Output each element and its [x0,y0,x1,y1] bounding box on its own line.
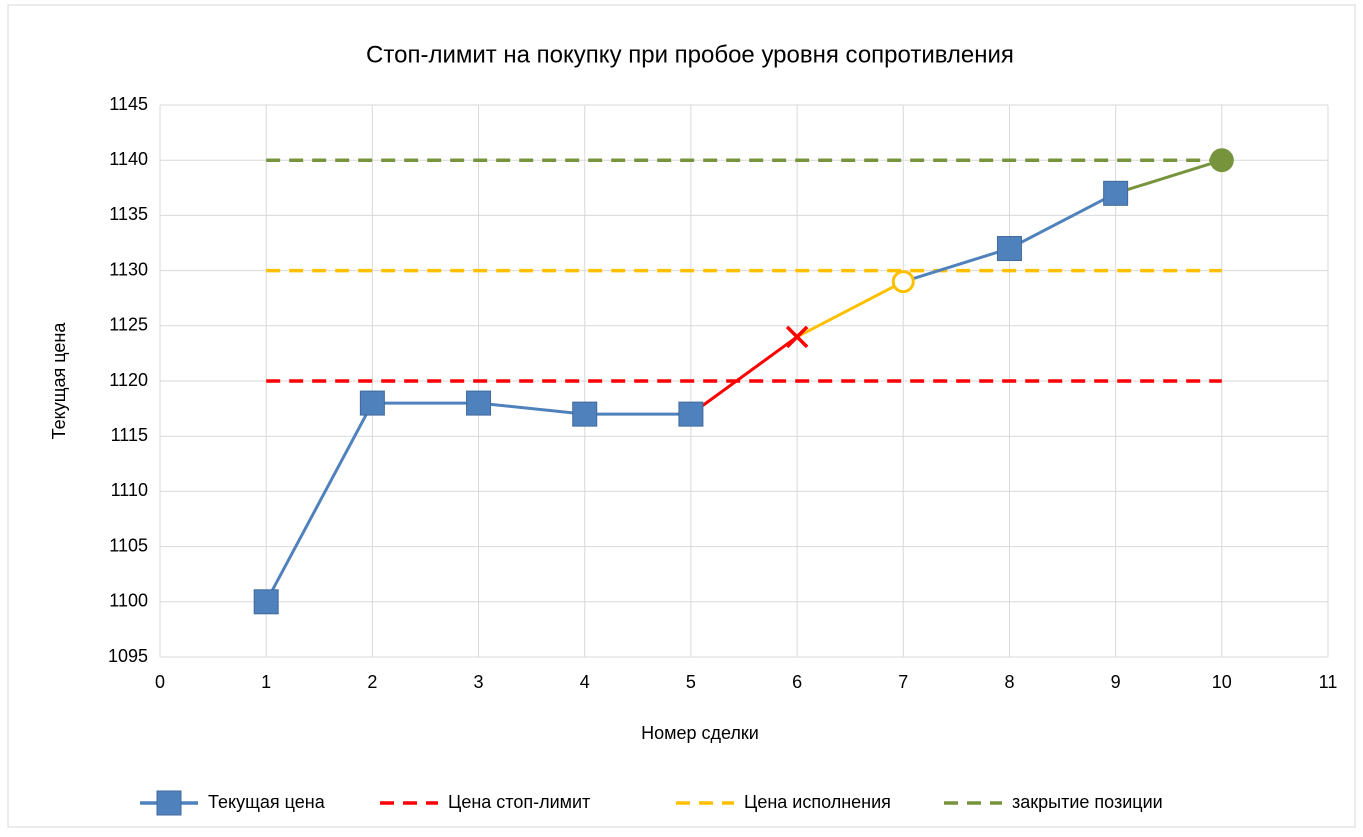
line-segment [1008,191,1117,250]
marker [466,390,492,416]
legend-label: Текущая цена [208,792,326,812]
x-tick-label: 8 [1004,672,1014,692]
x-tick-label: 11 [1319,672,1338,692]
y-tick-label: 1145 [109,94,148,114]
marker [1103,180,1129,206]
line-segment [264,402,374,603]
x-tick-label: 7 [898,672,908,692]
x-tick-label: 9 [1111,672,1121,692]
marker [156,790,182,816]
marker [572,401,598,427]
y-tick-label: 1130 [109,259,148,279]
y-tick-label: 1110 [111,480,148,500]
marker [678,401,704,427]
marker [996,236,1022,262]
line-segment [478,401,585,416]
y-tick-label: 1095 [108,646,148,666]
x-tick-label: 1 [261,672,271,692]
y-tick-label: 1125 [109,315,148,335]
legend-label: Цена стоп-лимит [448,792,590,812]
marker [891,270,915,294]
y-tick-label: 1105 [109,535,148,555]
marker [253,589,279,615]
y-tick-label: 1120 [109,370,148,390]
y-tick-label: 1140 [109,149,148,169]
legend-label: закрытие позиции [1012,792,1163,812]
y-tick-label: 1100 [109,591,148,611]
legend-label: Цена исполнения [744,792,891,812]
y-tick-label: 1115 [111,425,148,445]
x-tick-label: 10 [1212,672,1232,692]
x-tick-label: 2 [367,672,377,692]
x-axis-label: Номер сделки [641,723,759,743]
x-tick-label: 0 [155,672,165,692]
y-axis-label: Текущая цена [49,322,69,440]
chart-title: Стоп-лимит на покупку при пробое уровня … [366,41,1014,68]
x-tick-label: 6 [792,672,802,692]
marker [359,390,385,416]
x-tick-label: 4 [580,672,590,692]
x-tick-label: 3 [474,672,484,692]
line-segment [902,247,1010,284]
y-tick-label: 1135 [109,204,148,224]
line-segment [1115,158,1223,195]
marker [785,325,809,349]
line-segment [796,280,904,339]
line-segment [690,335,798,416]
x-tick-label: 5 [686,672,696,692]
marker [1209,148,1234,173]
